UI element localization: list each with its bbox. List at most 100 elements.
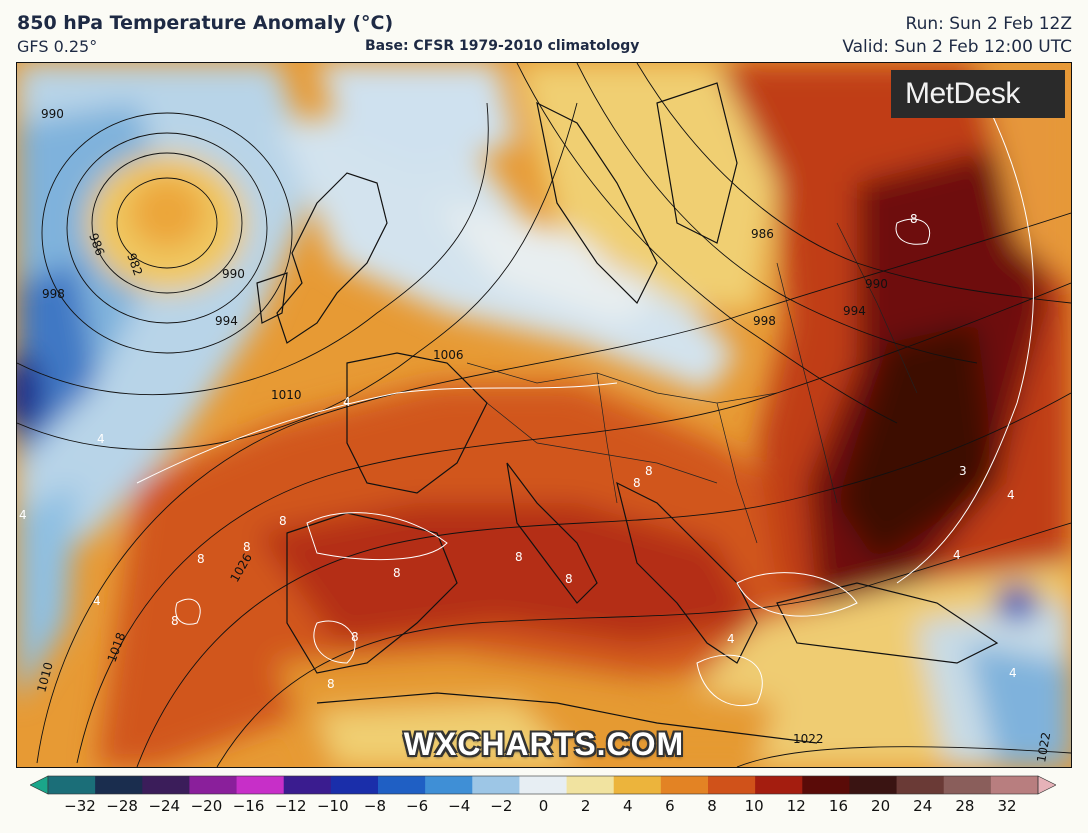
colorbar-tick-labels: −32 −28 −24 −20 −16 −12 −10 −8 −6 −4 −2 0 2 4 6 8 10 12 16… (0, 797, 1088, 821)
anomaly-label: 8 (243, 540, 251, 554)
isobar-label: 986 (751, 227, 774, 241)
colorbar-cell (236, 776, 285, 794)
france-coast (346, 352, 488, 494)
finland-coast (656, 82, 738, 244)
colorbar-cell (613, 776, 662, 794)
colorbar-cell (943, 776, 992, 794)
colorbar-tick-label: 10 (744, 797, 764, 815)
anomaly-map: 990 986 982 990 994 998 1010 1006 986 99… (16, 62, 1072, 768)
isobar-label: 990 (865, 277, 888, 291)
run-time-label: Run: Sun 2 Feb 12Z (905, 14, 1072, 34)
colorbar-tick-label: −10 (316, 797, 349, 815)
colorbar-cell (142, 776, 190, 794)
colorbar-cell (802, 776, 850, 794)
colorbar-cell (425, 776, 473, 794)
north-africa-coast (316, 692, 818, 744)
colorbar-cell (755, 776, 803, 794)
colorbar-tick-label: 4 (622, 797, 633, 815)
colorbar-tick-label: −24 (148, 797, 181, 815)
colorbar-cell (472, 776, 520, 794)
black-sea-coast (776, 582, 999, 664)
colorbar-tick-label: 12 (786, 797, 806, 815)
balkans-coast (616, 481, 758, 664)
colorbar-max-arrow (1037, 775, 1056, 795)
anomaly-label: 4 (1007, 488, 1015, 502)
climatology-base-label: Base: CFSR 1979-2010 climatology (365, 38, 640, 54)
anomaly-label: 8 (515, 550, 523, 564)
colorbar-tick-label: 16 (828, 797, 848, 815)
colorbar-cell (896, 776, 945, 794)
anomaly-label: 8 (171, 614, 179, 628)
colorbar-tick-label: 32 (997, 797, 1017, 815)
colorbar-cell (566, 776, 615, 794)
anomaly-label: 4 (97, 432, 105, 446)
colorbar (30, 775, 1056, 795)
colorbar-tick-label: 6 (665, 797, 675, 815)
colorbar-tick-label: −12 (274, 797, 307, 815)
wxcharts-watermark: WXCHARTS.COM (403, 726, 685, 762)
colorbar-tick-label: 8 (707, 797, 717, 815)
isobar-label: 990 (222, 267, 245, 281)
coastlines (256, 82, 999, 744)
colorbar-cell (283, 776, 332, 794)
isobar-label: 998 (42, 287, 65, 301)
colorbar-tick-label: −28 (106, 797, 138, 815)
colorbar-cell (990, 776, 1039, 794)
anomaly-label: 8 (279, 514, 287, 528)
anomaly-label: 8 (565, 572, 573, 586)
colorbar-cell (330, 776, 379, 794)
colorbar-tick-label: −8 (363, 797, 387, 815)
colorbar-tick-label: 24 (913, 797, 933, 815)
anomaly-label: 4 (953, 548, 961, 562)
anomaly-label: 8 (645, 464, 653, 478)
anomaly-label: 3 (959, 464, 967, 478)
colorbar-min-arrow (30, 775, 49, 795)
colorbar-tick-label: −6 (406, 797, 429, 815)
isobar-label: 1022 (1034, 731, 1053, 764)
colorbar-tick-label: −2 (490, 797, 513, 815)
colorbar-tick-label: 2 (580, 797, 591, 815)
metdesk-pinwheel-icon (891, 70, 1072, 768)
iberia-coast (286, 512, 458, 674)
anomaly-label: 8 (633, 476, 641, 490)
colorbar-cell (519, 776, 568, 794)
colorbar-cell (708, 776, 756, 794)
scandinavia-coast (536, 101, 658, 305)
isobar-label: 1010 (271, 388, 302, 402)
colorbar-tick-label: −16 (232, 797, 265, 815)
colorbar-tick-label: −4 (448, 797, 471, 815)
isobar-label: 998 (753, 314, 776, 328)
anomaly-label: 8 (351, 630, 359, 644)
isobars (17, 63, 1071, 767)
colorbar-cell (378, 776, 426, 794)
anomaly-label: 4 (343, 395, 351, 409)
isobar-label: 1022 (793, 732, 824, 746)
anomaly-label: 4 (19, 508, 27, 522)
colorbar-cell (48, 776, 96, 794)
isobar-label: 990 (41, 107, 64, 121)
british-isles-coast (276, 172, 388, 344)
italy-coast (506, 462, 598, 604)
anomaly-labels: 8 8 8 8 8 8 8 8 8 8 8 4 4 4 4 4 4 8 3 4 … (19, 212, 1017, 691)
colorbar-cell (849, 776, 898, 794)
colorbar-frame (47, 775, 1039, 795)
map-canvas: 990 986 982 990 994 998 1010 1006 986 99… (17, 63, 1071, 767)
isobar-label: 994 (843, 304, 866, 318)
model-label: GFS 0.25° (17, 37, 98, 56)
colorbar-cell (95, 776, 143, 794)
colorbar-tick-label: −20 (190, 797, 223, 815)
isobar-label: 1006 (433, 348, 464, 362)
anomaly-label: 8 (393, 566, 401, 580)
anomaly-contours (136, 82, 1034, 707)
colorbar-tick-label: 28 (955, 797, 975, 815)
anomaly-label: 8 (327, 677, 335, 691)
colorbar-cell (189, 776, 238, 794)
colorbar-tick-label: 0 (538, 797, 549, 815)
anomaly-label: 4 (727, 632, 735, 646)
valid-time-label: Valid: Sun 2 Feb 12:00 UTC (842, 37, 1072, 57)
chart-title: 850 hPa Temperature Anomaly (°C) (17, 12, 394, 34)
colorbar-tick-label: 20 (871, 797, 891, 815)
metdesk-logo: MetDesk (891, 70, 1065, 118)
metdesk-logo-text: MetDesk (905, 77, 1020, 110)
anomaly-label: 8 (197, 552, 205, 566)
